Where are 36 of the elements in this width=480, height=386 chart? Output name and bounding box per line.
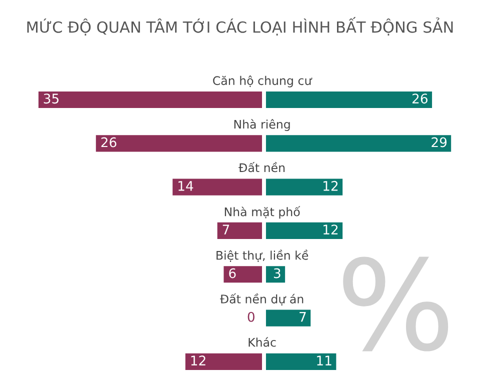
bar [172, 178, 262, 196]
bar [266, 266, 286, 283]
data-label: 6 [229, 268, 236, 278]
data-label: 7 [300, 312, 306, 322]
bar [224, 266, 262, 283]
y-tick-label: Đất nền dự án [220, 293, 304, 306]
chart-title: MỨC ĐỘ QUAN TÂM TỚI CÁC LOẠI HÌNH BẤT ĐỘNG SẢN [27, 16, 453, 36]
data-label: 26 [101, 137, 116, 148]
y-tick-label: Căn hộ chung cư [213, 75, 312, 88]
data-label: 7 [222, 224, 230, 234]
data-label: 35 [44, 94, 59, 104]
bar [266, 353, 336, 370]
data-label: 11 [317, 356, 332, 366]
bar [185, 353, 262, 370]
bar [266, 91, 432, 108]
data-label: 0 [248, 312, 254, 322]
bar [266, 135, 452, 152]
y-tick-label: Biệt thự, liền kề [216, 250, 308, 262]
bar [266, 310, 311, 326]
data-label: 12 [191, 356, 206, 366]
data-label: 14 [178, 181, 194, 191]
data-label: 12 [324, 224, 338, 234]
annotation: % [343, 256, 448, 352]
y-tick-label: Đất nền [238, 162, 285, 172]
bar [266, 222, 343, 240]
y-tick-label: Khác [248, 337, 276, 347]
data-label: 3 [274, 268, 280, 278]
data-label: 12 [324, 180, 338, 191]
bar [217, 222, 262, 240]
y-tick-label: Nhà mặt phố [224, 206, 300, 219]
bar [38, 91, 262, 108]
bar [266, 178, 343, 196]
bar [96, 135, 262, 152]
data-label: 29 [432, 137, 447, 148]
data-label: 26 [412, 94, 428, 104]
y-tick-label: Nhà riêng [234, 119, 290, 132]
